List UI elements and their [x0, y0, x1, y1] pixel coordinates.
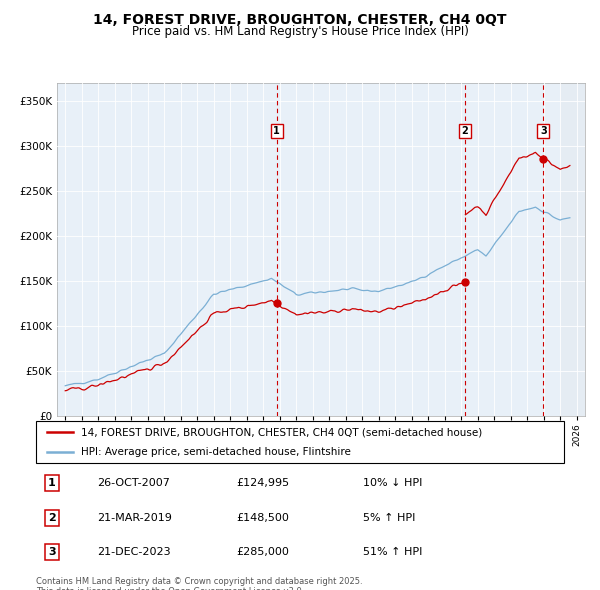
Bar	[560, 83, 585, 416]
Text: 3: 3	[540, 126, 547, 136]
Text: 2: 2	[48, 513, 56, 523]
Text: 3: 3	[48, 547, 56, 557]
Text: 1: 1	[48, 478, 56, 489]
Text: £124,995: £124,995	[236, 478, 290, 489]
Text: 5% ↑ HPI: 5% ↑ HPI	[364, 513, 416, 523]
Text: 1: 1	[274, 126, 280, 136]
Text: 26-OCT-2007: 26-OCT-2007	[97, 478, 170, 489]
Text: 2: 2	[461, 126, 468, 136]
Text: HPI: Average price, semi-detached house, Flintshire: HPI: Average price, semi-detached house,…	[81, 447, 351, 457]
Text: 10% ↓ HPI: 10% ↓ HPI	[364, 478, 423, 489]
Text: £285,000: £285,000	[236, 547, 290, 557]
Bar	[560, 83, 585, 416]
Text: £148,500: £148,500	[236, 513, 290, 523]
Text: Price paid vs. HM Land Registry's House Price Index (HPI): Price paid vs. HM Land Registry's House …	[131, 25, 469, 38]
Text: 21-MAR-2019: 21-MAR-2019	[97, 513, 172, 523]
Text: 14, FOREST DRIVE, BROUGHTON, CHESTER, CH4 0QT (semi-detached house): 14, FOREST DRIVE, BROUGHTON, CHESTER, CH…	[81, 427, 482, 437]
Text: 21-DEC-2023: 21-DEC-2023	[97, 547, 170, 557]
Text: 14, FOREST DRIVE, BROUGHTON, CHESTER, CH4 0QT: 14, FOREST DRIVE, BROUGHTON, CHESTER, CH…	[93, 13, 507, 27]
Text: 51% ↑ HPI: 51% ↑ HPI	[364, 547, 423, 557]
Text: Contains HM Land Registry data © Crown copyright and database right 2025.
This d: Contains HM Land Registry data © Crown c…	[36, 577, 362, 590]
